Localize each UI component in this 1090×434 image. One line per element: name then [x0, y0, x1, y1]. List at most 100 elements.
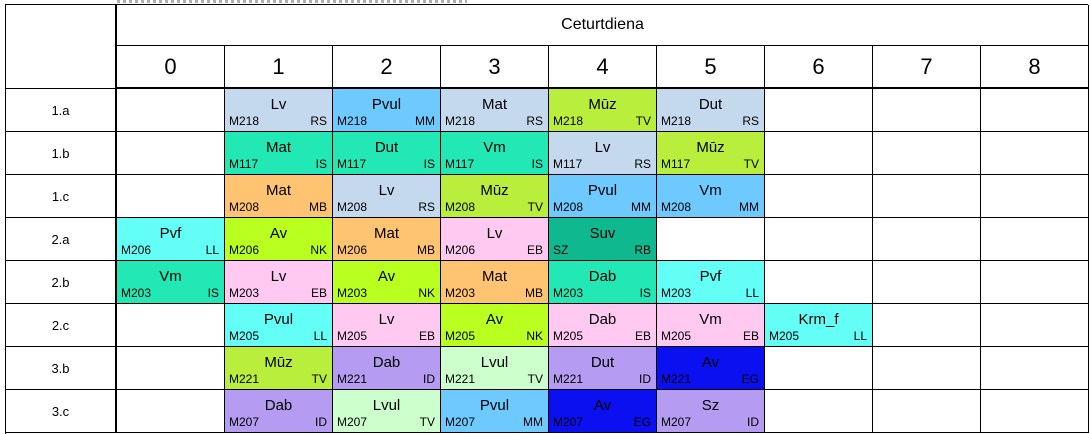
empty-slot [873, 175, 981, 218]
lesson-cell[interactable]: Av M206 NK [225, 218, 333, 261]
lesson-cell[interactable]: Vm M205 EB [657, 304, 765, 347]
lesson-cell[interactable]: Pvul M208 MM [549, 175, 657, 218]
teacher: MB [417, 243, 435, 257]
teacher: MM [739, 200, 759, 214]
lesson-cell[interactable]: Mat M206 MB [333, 218, 441, 261]
room: M205 [445, 329, 476, 343]
lesson-cell[interactable]: Krm_f M205 LL [765, 304, 873, 347]
subject: Mat [373, 225, 399, 242]
period-number: 3 [488, 53, 501, 79]
teacher: TV [635, 114, 651, 128]
room: M203 [553, 286, 584, 300]
lesson-cell[interactable]: Av M207 EG [549, 390, 657, 433]
lesson-cell[interactable]: Pvf M203 LL [657, 261, 765, 304]
lesson-cell[interactable]: Lvul M221 TV [441, 347, 549, 390]
lesson-cell[interactable]: Lv M218 RS [225, 89, 333, 132]
lesson-cell[interactable]: Mat M203 MB [441, 261, 549, 304]
lesson-cell[interactable]: Pvul M205 LL [225, 304, 333, 347]
subject: Dab [588, 268, 617, 285]
room: M205 [769, 329, 800, 343]
lesson-cell[interactable]: Dut M221 ID [549, 347, 657, 390]
lesson-cell[interactable]: Dab M221 ID [333, 347, 441, 390]
lesson-cell[interactable]: Lv M206 EB [441, 218, 549, 261]
lesson-cell[interactable]: Lv M117 RS [549, 132, 657, 175]
class-name: 1.b [51, 145, 70, 161]
teacher: IS [639, 286, 651, 300]
class-label: 1.c [6, 175, 117, 218]
room: M205 [661, 329, 692, 343]
subject: Sz [701, 397, 720, 414]
lesson-cell[interactable]: Mat M208 MB [225, 175, 333, 218]
lesson-cell[interactable]: Mūz M208 TV [441, 175, 549, 218]
lesson-cell[interactable]: Pvul M207 MM [441, 390, 549, 433]
teacher: RS [310, 114, 327, 128]
subject: Pvul [587, 182, 618, 199]
lesson-cell[interactable]: Lv M208 RS [333, 175, 441, 218]
teacher: RB [634, 243, 651, 257]
class-label: 3.c [6, 390, 117, 433]
lesson-cell[interactable]: Mūz M117 TV [657, 132, 765, 175]
subject: Pvf [159, 225, 182, 242]
room: M203 [337, 286, 368, 300]
room: M208 [337, 200, 368, 214]
teacher: TV [311, 372, 327, 386]
lesson-cell[interactable]: Dut M117 IS [333, 132, 441, 175]
lesson-cell[interactable]: Suv SZ RB [549, 218, 657, 261]
subject: Pvf [699, 268, 722, 285]
teacher: LL [853, 329, 867, 343]
period-number: 5 [704, 53, 717, 79]
lesson-cell[interactable]: Vm M117 IS [441, 132, 549, 175]
empty-slot [873, 89, 981, 132]
lesson-cell[interactable]: Mat M117 IS [225, 132, 333, 175]
lesson-cell[interactable]: Av M221 EG [657, 347, 765, 390]
lesson-cell[interactable]: Dut M218 RS [657, 89, 765, 132]
empty-slot [765, 175, 873, 218]
lesson-cell[interactable]: Mūz M221 TV [225, 347, 333, 390]
lesson-cell[interactable]: Dab M203 IS [549, 261, 657, 304]
teacher: RS [526, 114, 543, 128]
lesson-cell[interactable]: Lv M205 EB [333, 304, 441, 347]
lesson-cell[interactable]: Vm M203 IS [117, 261, 225, 304]
lesson-cell[interactable]: Dab M205 EB [549, 304, 657, 347]
subject: Lv [270, 96, 287, 113]
lesson-cell[interactable]: Mūz M218 TV [549, 89, 657, 132]
empty-slot [117, 390, 225, 433]
class-name: 2.c [51, 317, 70, 333]
lesson-cell[interactable]: Vm M208 MM [657, 175, 765, 218]
subject: Lv [378, 311, 395, 328]
room: M218 [337, 114, 368, 128]
room: M208 [553, 200, 584, 214]
subject: Pvul [479, 397, 510, 414]
subject: Vm [699, 182, 722, 199]
lesson-cell[interactable]: Pvul M218 MM [333, 89, 441, 132]
subject: Dut [590, 354, 615, 371]
teacher: IS [315, 157, 327, 171]
lesson-cell[interactable]: Dab M207 ID [225, 390, 333, 433]
period-number: 2 [380, 53, 393, 79]
room: M207 [337, 415, 368, 429]
teacher: ID [423, 372, 435, 386]
lesson-cell[interactable]: Pvf M206 LL [117, 218, 225, 261]
lesson-cell[interactable]: Lvul M207 TV [333, 390, 441, 433]
teacher: MM [631, 200, 651, 214]
lesson-cell[interactable]: Sz M207 ID [657, 390, 765, 433]
room: M207 [661, 415, 692, 429]
period-header: 6 [765, 46, 873, 89]
class-label: 1.b [6, 132, 117, 175]
room: M117 [445, 157, 475, 171]
empty-slot [873, 390, 981, 433]
lesson-cell[interactable]: Mat M218 RS [441, 89, 549, 132]
lesson-cell[interactable]: Lv M203 EB [225, 261, 333, 304]
subject: Av [593, 397, 612, 414]
room: M117 [229, 157, 259, 171]
subject: Vm [699, 311, 722, 328]
lesson-cell[interactable]: Av M205 NK [441, 304, 549, 347]
room: M203 [445, 286, 476, 300]
teacher: TV [527, 372, 543, 386]
subject: Av [485, 311, 504, 328]
lesson-cell[interactable]: Av M203 NK [333, 261, 441, 304]
subject: Lvul [372, 397, 401, 414]
teacher: NK [310, 243, 327, 257]
period-header: 1 [225, 46, 333, 89]
subject: Lvul [480, 354, 509, 371]
